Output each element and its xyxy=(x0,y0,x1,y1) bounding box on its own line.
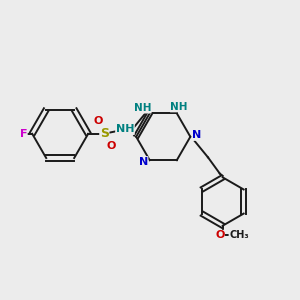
Text: CH₃: CH₃ xyxy=(229,230,249,240)
Text: O: O xyxy=(215,230,224,240)
Text: NH: NH xyxy=(116,124,134,134)
Text: N: N xyxy=(139,157,148,167)
Text: O: O xyxy=(93,116,103,126)
Text: O: O xyxy=(106,141,116,151)
Text: N: N xyxy=(192,130,201,140)
Text: S: S xyxy=(100,127,109,140)
Text: F: F xyxy=(20,129,27,139)
Text: NH: NH xyxy=(134,103,151,113)
Text: NH: NH xyxy=(170,102,188,112)
